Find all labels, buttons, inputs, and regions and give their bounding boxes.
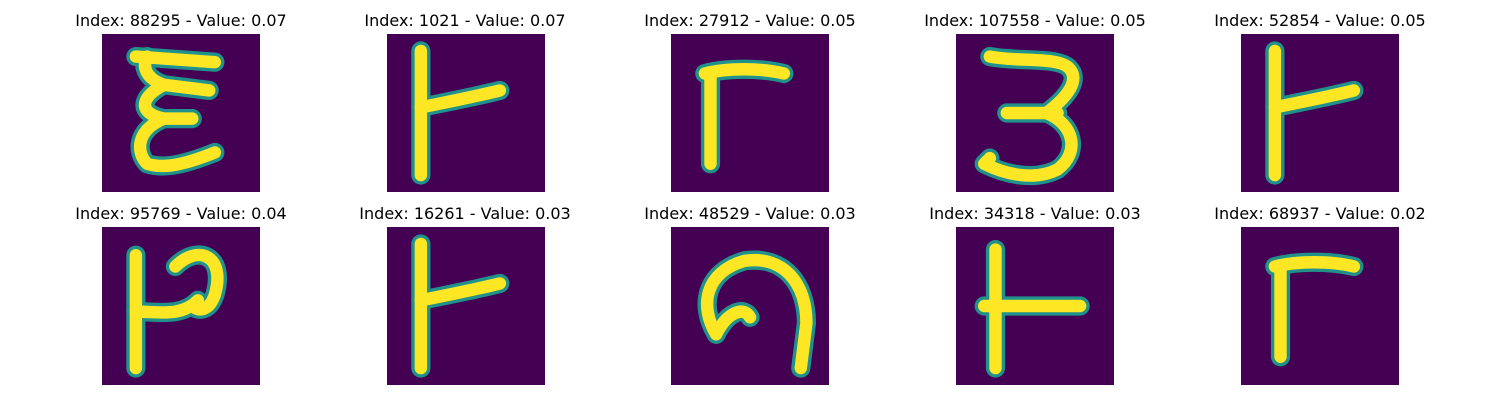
glyph-stroke [134, 112, 222, 173]
panel-title: Index: 107558 - Value: 0.05 [924, 11, 1146, 30]
handwritten-glyph [974, 239, 1090, 378]
panel-7: Index: 16261 - Value: 0.03 [315, 203, 615, 385]
panel-title: Index: 88295 - Value: 0.07 [75, 11, 287, 30]
gamma-shape-icon [671, 34, 829, 192]
panel-1: Index: 88295 - Value: 0.07 [31, 10, 331, 192]
panel-2: Index: 1021 - Value: 0.07 [315, 10, 615, 192]
handwritten-glyph [974, 46, 1083, 186]
panel-4: Index: 107558 - Value: 0.05 [885, 10, 1185, 192]
handwritten-glyph [697, 250, 817, 378]
glyph-stroke [414, 277, 507, 307]
glyph-stroke [978, 106, 1078, 182]
t-shape-icon [956, 227, 1114, 385]
panel-9: Index: 34318 - Value: 0.03 [885, 203, 1185, 385]
stem-with-arm-icon [387, 34, 545, 192]
gamma-shape-icon [1241, 227, 1399, 385]
stem-with-arm-icon [387, 227, 545, 385]
glyph-stroke [709, 305, 757, 341]
panel-title: Index: 95769 - Value: 0.04 [75, 204, 287, 223]
handwritten-glyph [1265, 252, 1364, 367]
image-background [387, 227, 545, 385]
handwritten-glyph [411, 41, 510, 185]
handwritten-glyph [126, 46, 225, 176]
handwritten-glyph [411, 234, 510, 378]
panel-title: Index: 27912 - Value: 0.05 [644, 11, 856, 30]
image-background [1241, 227, 1399, 385]
image-background [387, 34, 545, 192]
panel-title: Index: 34318 - Value: 0.03 [929, 204, 1141, 223]
panel-3: Index: 27912 - Value: 0.05 [600, 10, 900, 192]
panel-title: Index: 16261 - Value: 0.03 [359, 204, 571, 223]
panel-title: Index: 68937 - Value: 0.02 [1214, 204, 1426, 223]
image-background [1241, 34, 1399, 192]
panel-title: Index: 52854 - Value: 0.05 [1214, 11, 1426, 30]
script-E-icon [102, 34, 260, 192]
glyph-stroke [983, 50, 1080, 120]
panel-6: Index: 95769 - Value: 0.04 [31, 203, 331, 385]
glyph-stroke [698, 63, 791, 80]
handwritten-glyph [695, 59, 794, 174]
glyph-stroke [414, 84, 507, 114]
curved-arch-icon [671, 227, 829, 385]
handwritten-glyph [1265, 41, 1364, 185]
glyph-stroke [1268, 84, 1361, 114]
stem-with-hook-icon [102, 227, 260, 385]
script-3-icon [956, 34, 1114, 192]
panel-5: Index: 52854 - Value: 0.05 [1170, 10, 1470, 192]
glyph-stroke [1268, 256, 1361, 273]
panel-10: Index: 68937 - Value: 0.02 [1170, 203, 1470, 385]
stem-with-arm-icon [1241, 34, 1399, 192]
panel-title: Index: 48529 - Value: 0.03 [644, 204, 856, 223]
handwritten-glyph [126, 245, 227, 378]
glyph-stroke [700, 253, 813, 375]
glyph-stroke [169, 248, 224, 316]
panel-title: Index: 1021 - Value: 0.07 [364, 11, 566, 30]
image-background [671, 34, 829, 192]
panel-8: Index: 48529 - Value: 0.03 [600, 203, 900, 385]
